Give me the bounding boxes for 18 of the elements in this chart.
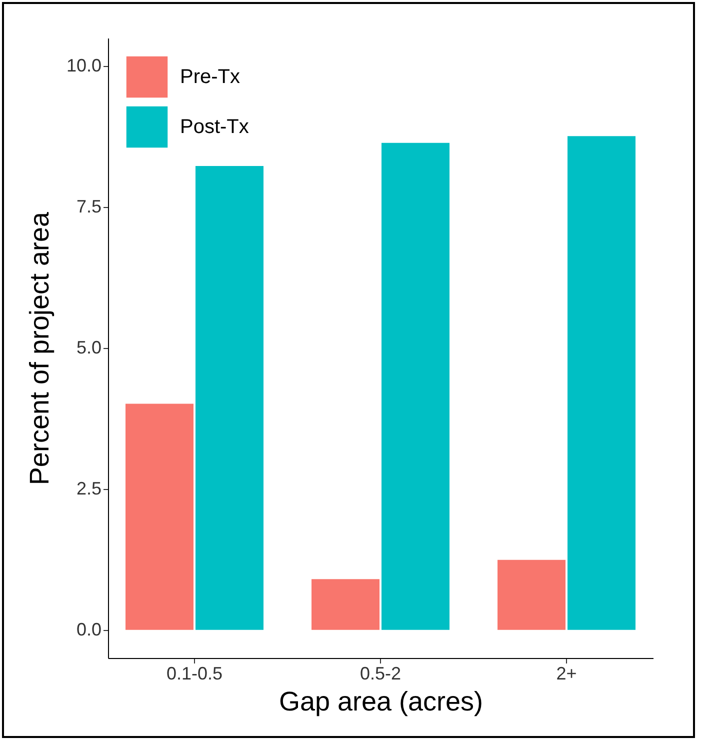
y-tick-label: 7.5 bbox=[76, 196, 102, 217]
bar bbox=[195, 166, 264, 630]
y-tick-label: 5.0 bbox=[76, 338, 102, 358]
y-tick-label: 0.0 bbox=[76, 619, 102, 640]
y-axis-title: Percent of project area bbox=[24, 210, 54, 486]
x-tick-label: 0.5-2 bbox=[360, 664, 402, 684]
y-tick-label: 10.0 bbox=[66, 56, 102, 76]
bar bbox=[125, 404, 194, 630]
x-tick-label: 2+ bbox=[556, 664, 577, 684]
legend-label: Pre-Tx bbox=[180, 66, 240, 88]
bar bbox=[568, 136, 636, 630]
bar bbox=[498, 560, 566, 630]
x-axis-title: Gap area (acres) bbox=[278, 686, 484, 716]
bar bbox=[381, 142, 450, 630]
y-tick-label: 2.5 bbox=[76, 478, 102, 498]
bar bbox=[312, 579, 380, 630]
legend-label: Post-Tx bbox=[180, 116, 249, 138]
x-tick-label: 0.1-0.5 bbox=[166, 664, 223, 684]
